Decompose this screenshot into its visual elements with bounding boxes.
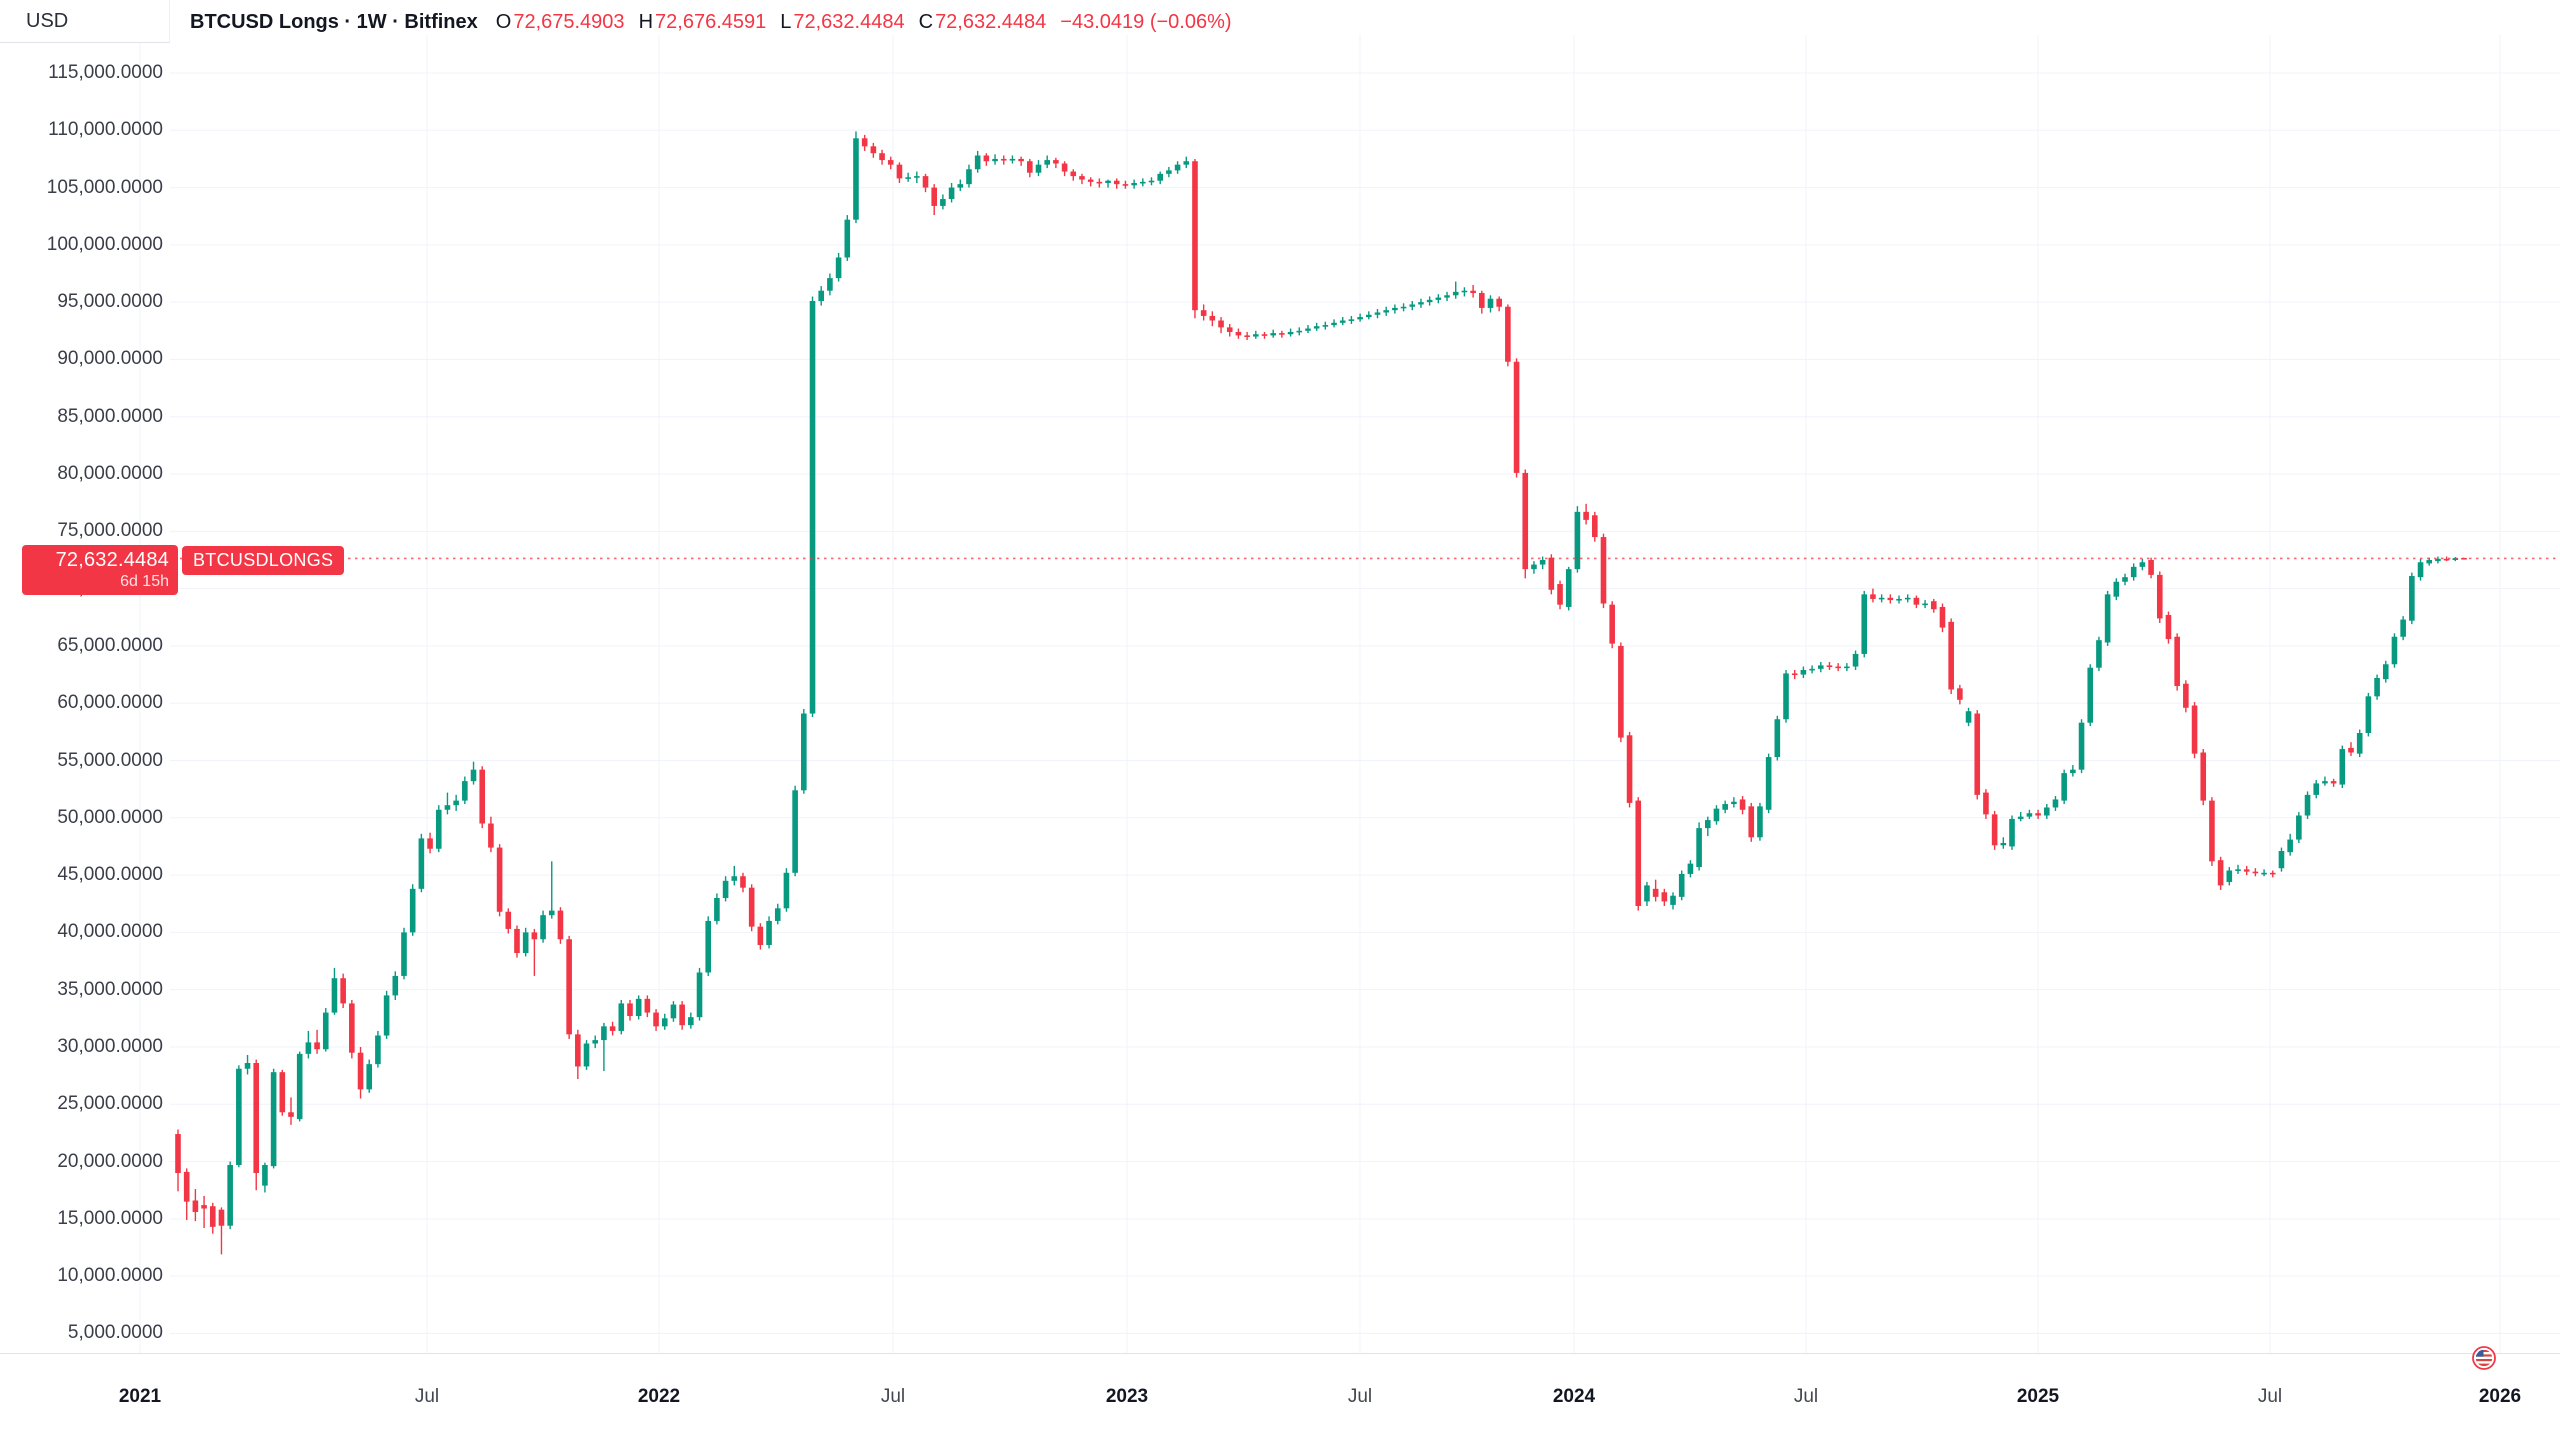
price-axis-label: 55,000.0000	[57, 749, 163, 771]
price-axis-label: 65,000.0000	[57, 634, 163, 656]
current-price-badge[interactable]: 72,632.4484 6d 15h	[22, 545, 178, 596]
price-axis-label: 90,000.0000	[57, 348, 163, 370]
price-axis-label: 45,000.0000	[57, 864, 163, 886]
price-axis-label: 60,000.0000	[57, 692, 163, 714]
price-axis-label: 25,000.0000	[57, 1093, 163, 1115]
price-axis-label: 40,000.0000	[57, 921, 163, 943]
close-label: C	[918, 11, 934, 33]
price-axis-label: 30,000.0000	[57, 1035, 163, 1057]
time-axis-label-jul: Jul	[414, 1386, 440, 1407]
open-label: O	[495, 11, 512, 33]
price-axis-label: 105,000.0000	[46, 176, 163, 198]
bar-countdown: 6d 15h	[120, 573, 169, 591]
high-label: H	[638, 11, 654, 33]
price-axis-label: 20,000.0000	[57, 1150, 163, 1172]
symbol-title[interactable]: BTCUSD Longs · 1W · Bitfinex	[190, 11, 478, 33]
candlestick-series	[175, 131, 2467, 1255]
price-axis-label: 115,000.0000	[48, 62, 163, 83]
price-axis-label: 35,000.0000	[57, 978, 163, 1000]
open-value: 72,675.4903	[513, 11, 625, 33]
price-axis-currency-button[interactable]: USD	[0, 0, 170, 43]
ohlc-values: O 72,675.4903 H 72,676.4591 L 72,632.4484 C…	[496, 11, 1232, 34]
price-axis-label: 15,000.0000	[57, 1207, 163, 1229]
time-axis-label-jul: Jul	[1347, 1386, 1373, 1407]
time-axis-label-2023: 2023	[1105, 1386, 1149, 1407]
time-axis[interactable]: 2021 Jul 2022 Jul 2023 Jul 2024 Jul 2025 Jul 2026	[0, 1354, 2560, 1431]
time-axis-label-jul: Jul	[2257, 1386, 2283, 1407]
price-axis-label: 80,000.0000	[57, 463, 163, 485]
symbol-tag-badge: BTCUSDLONGS	[182, 546, 345, 576]
horizontal-gridlines	[170, 72, 2560, 1334]
symbol-tag: BTCUSDLONGS	[193, 550, 334, 571]
low-value: 72,632.4484	[793, 11, 905, 33]
time-axis-label-jul: Jul	[1793, 1386, 1819, 1407]
us-flag-icon	[2472, 1346, 2496, 1370]
price-axis-label: 75,000.0000	[57, 520, 163, 542]
time-axis-label-2022: 2022	[637, 1386, 681, 1407]
time-axis-label-2024: 2024	[1552, 1386, 1596, 1407]
current-price: 72,632.4484	[55, 549, 169, 572]
close-value: 72,632.4484	[935, 11, 1047, 33]
price-axis-label: 85,000.0000	[57, 405, 163, 427]
time-axis-label-2025: 2025	[2016, 1386, 2060, 1407]
price-axis-label: 10,000.0000	[57, 1265, 163, 1287]
vertical-gridlines	[139, 35, 2501, 1353]
time-axis-label-2021: 2021	[118, 1386, 162, 1407]
time-axis-label-jul: Jul	[880, 1386, 906, 1407]
time-axis-label-2026: 2026	[2478, 1386, 2522, 1407]
price-axis-label: 100,000.0000	[46, 233, 163, 255]
price-axis-label: 5,000.0000	[67, 1322, 163, 1344]
price-axis-label: 50,000.0000	[57, 806, 163, 828]
chart-legend[interactable]: BTCUSD Longs · 1W · Bitfinex O 72,675.490…	[190, 11, 1232, 34]
price-axis-label: 110,000.0000	[48, 119, 163, 141]
currency-label: USD	[26, 9, 69, 32]
price-axis-label: 95,000.0000	[57, 291, 163, 313]
low-label: L	[780, 11, 792, 33]
change-value: −43.0419 (−0.06%)	[1060, 11, 1232, 33]
high-value: 72,676.4591	[655, 11, 767, 33]
